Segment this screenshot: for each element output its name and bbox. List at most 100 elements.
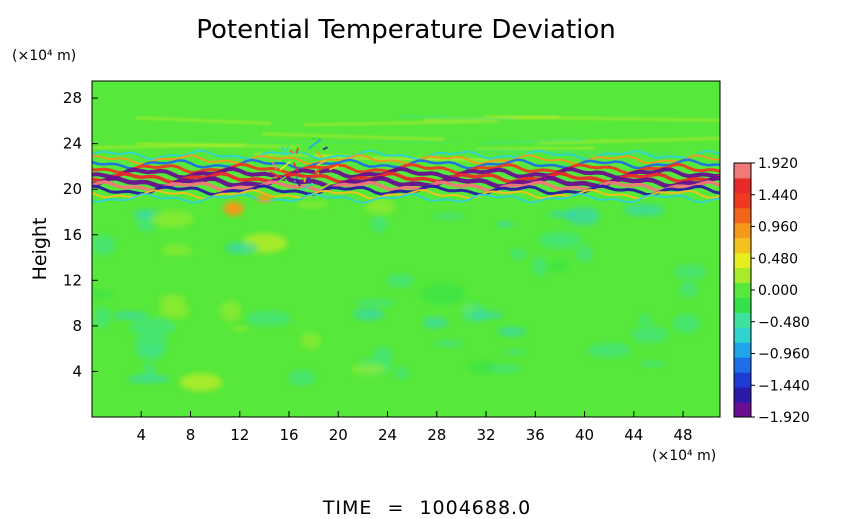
x-tick-label: 32 bbox=[476, 426, 495, 444]
x-tick-label: 48 bbox=[674, 426, 693, 444]
colorbar-label: −0.960 bbox=[758, 347, 810, 363]
warm-blob bbox=[223, 201, 244, 216]
wave-streak bbox=[303, 120, 498, 126]
time-readout: TIME = 1004688.0 bbox=[322, 497, 531, 519]
colorbar-swatch bbox=[734, 222, 751, 239]
colorbar-segments bbox=[734, 163, 751, 418]
colorbar-swatch bbox=[734, 192, 751, 209]
colorbar-swatch bbox=[734, 357, 751, 373]
colorbar-swatch bbox=[734, 387, 751, 403]
eddy-blob bbox=[432, 212, 467, 220]
heatmap-features bbox=[92, 115, 720, 392]
eddy-blob bbox=[631, 326, 669, 344]
disturbance-stroke bbox=[294, 178, 301, 187]
disturbance-stroke bbox=[280, 145, 291, 157]
disturbance-stroke bbox=[292, 162, 300, 173]
eddy-blob bbox=[395, 367, 410, 380]
colorbar-label: 1.920 bbox=[758, 156, 798, 172]
eddy-blob bbox=[497, 326, 526, 337]
x-tick-label: 24 bbox=[378, 426, 397, 444]
chart-title: Potential Temperature Deviation bbox=[196, 15, 616, 45]
wave-streak bbox=[261, 132, 445, 141]
colorbar-swatch bbox=[734, 237, 751, 254]
eddy-blob bbox=[565, 206, 601, 226]
eddy-blob bbox=[548, 210, 577, 219]
colorbar-swatch bbox=[734, 163, 751, 179]
eddy-blob bbox=[295, 201, 328, 209]
colorbar-label: 0.000 bbox=[758, 283, 798, 299]
colorbar-label: 0.960 bbox=[758, 220, 798, 236]
y-tick-label: 20 bbox=[63, 180, 82, 198]
wave-streak bbox=[476, 146, 595, 151]
disturbance-stroke bbox=[312, 169, 321, 176]
stratified-layer bbox=[92, 180, 720, 193]
stratified-layer bbox=[92, 192, 720, 204]
y-tick-label: 4 bbox=[72, 362, 82, 380]
wave-streak bbox=[135, 116, 271, 125]
eddy-blob bbox=[353, 307, 385, 321]
eddy-blob bbox=[245, 310, 291, 327]
wave-streak bbox=[245, 140, 461, 144]
eddy-blob bbox=[134, 333, 168, 356]
eddy-blob bbox=[92, 290, 116, 298]
disturbance-stroke bbox=[308, 138, 322, 150]
x-tick-label: 4 bbox=[136, 426, 146, 444]
eddy-blob bbox=[356, 298, 396, 307]
eddy-blob bbox=[224, 241, 259, 255]
colorbar-swatch bbox=[734, 372, 751, 388]
x-tick-label: 44 bbox=[624, 426, 643, 444]
x-tick-label: 36 bbox=[526, 426, 545, 444]
y-axis-label: Height bbox=[29, 218, 51, 281]
eddy-blob bbox=[149, 210, 195, 228]
colorbar-swatch bbox=[734, 252, 751, 269]
eddy-blob bbox=[679, 280, 699, 298]
wave-streak bbox=[336, 157, 488, 161]
colorbar-swatch bbox=[734, 177, 751, 194]
disturbance-stroke bbox=[295, 147, 300, 154]
x-axis-unit-label: (×10⁴ m) bbox=[652, 448, 716, 464]
disturbance-stroke bbox=[295, 144, 306, 156]
stratified-layer bbox=[92, 166, 720, 180]
disturbance-stroke bbox=[303, 177, 307, 183]
eddy-blob bbox=[351, 362, 387, 376]
eddy-blob bbox=[467, 360, 497, 374]
x-tick-label: 12 bbox=[230, 426, 249, 444]
colorbar-swatch bbox=[734, 342, 751, 358]
eddy-blob bbox=[127, 374, 170, 384]
disturbance-stroke bbox=[319, 182, 333, 190]
x-tick-label: 40 bbox=[575, 426, 594, 444]
time-equals: = bbox=[387, 497, 404, 519]
y-tick-label: 16 bbox=[63, 226, 82, 244]
y-axis-ticks: 4 8 12 16 20 24 28 bbox=[63, 89, 98, 380]
colorbar-label: 1.440 bbox=[758, 188, 798, 204]
colorbar: 1.920 1.440 0.960 0.480 0.000 −0.480 −0.960 −1.… bbox=[733, 156, 810, 426]
heatmap-plot-area bbox=[92, 81, 720, 417]
disturbance-stroke bbox=[316, 159, 327, 167]
disturbance-stroke bbox=[277, 175, 287, 183]
eddy-blob bbox=[672, 313, 701, 334]
eddy-blob bbox=[433, 339, 464, 348]
eddy-blob bbox=[219, 300, 242, 322]
disturbance-stroke bbox=[316, 150, 323, 159]
wave-streak bbox=[485, 115, 720, 122]
x-tick-label: 28 bbox=[427, 426, 446, 444]
colorbar-swatch bbox=[734, 327, 751, 343]
disturbance-stroke bbox=[269, 170, 283, 179]
y-tick-label: 8 bbox=[72, 317, 82, 335]
x-tick-label: 16 bbox=[279, 426, 298, 444]
y-axis-unit-label: (×10⁴ m) bbox=[12, 48, 76, 64]
colorbar-label: −1.440 bbox=[758, 378, 810, 394]
eddy-blob bbox=[509, 248, 527, 260]
colorbar-swatch bbox=[734, 282, 751, 298]
plot-frame bbox=[91, 80, 721, 418]
heatmap-background-field bbox=[92, 81, 720, 417]
eddy-blob bbox=[576, 245, 594, 263]
colorbar-labels: 1.920 1.440 0.960 0.480 0.000 −0.480 −0.960 −1.… bbox=[751, 156, 810, 426]
eddy-blob bbox=[372, 347, 394, 362]
eddy-blob bbox=[422, 316, 448, 329]
wave-streak bbox=[476, 149, 670, 156]
eddy-blob bbox=[179, 373, 223, 392]
x-tick-label: 8 bbox=[186, 426, 196, 444]
y-tick-label: 12 bbox=[63, 271, 82, 289]
